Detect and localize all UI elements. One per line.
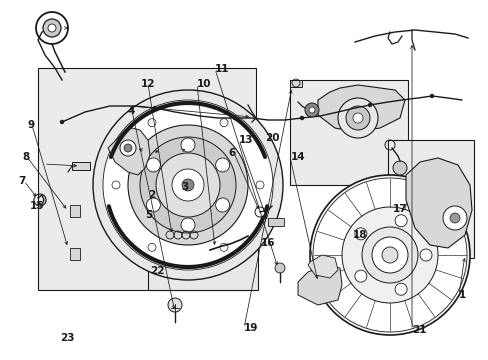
- Circle shape: [103, 100, 272, 270]
- Circle shape: [354, 270, 366, 282]
- Circle shape: [337, 98, 377, 138]
- Text: 11: 11: [215, 64, 229, 74]
- Circle shape: [181, 218, 195, 232]
- Circle shape: [140, 137, 236, 233]
- Circle shape: [43, 19, 61, 37]
- Circle shape: [394, 215, 407, 227]
- Text: 12: 12: [140, 79, 155, 89]
- Circle shape: [299, 116, 304, 120]
- Polygon shape: [70, 248, 80, 260]
- Circle shape: [305, 103, 318, 117]
- Text: 13: 13: [238, 135, 253, 145]
- Polygon shape: [307, 255, 337, 278]
- Circle shape: [354, 228, 366, 240]
- Circle shape: [308, 107, 314, 113]
- Bar: [289, 80, 407, 185]
- Circle shape: [361, 227, 417, 283]
- Text: 15: 15: [29, 201, 44, 211]
- Polygon shape: [70, 205, 80, 217]
- Circle shape: [156, 153, 220, 217]
- Text: 20: 20: [264, 132, 279, 143]
- Text: 10: 10: [196, 79, 211, 89]
- Circle shape: [48, 24, 56, 32]
- Circle shape: [254, 207, 264, 217]
- Text: 16: 16: [260, 238, 275, 248]
- Polygon shape: [108, 128, 150, 175]
- Circle shape: [394, 283, 407, 295]
- Text: 14: 14: [290, 152, 305, 162]
- Circle shape: [148, 119, 156, 127]
- Text: 8: 8: [22, 152, 29, 162]
- Circle shape: [182, 179, 194, 191]
- Text: 4: 4: [127, 106, 135, 116]
- Circle shape: [220, 119, 227, 127]
- Circle shape: [274, 263, 285, 273]
- Circle shape: [442, 206, 466, 230]
- Text: 23: 23: [60, 333, 74, 343]
- Circle shape: [120, 140, 136, 156]
- Circle shape: [181, 138, 195, 152]
- Circle shape: [112, 181, 120, 189]
- Circle shape: [381, 247, 397, 263]
- Circle shape: [128, 125, 247, 245]
- Circle shape: [215, 198, 229, 212]
- Circle shape: [60, 120, 64, 124]
- Circle shape: [256, 181, 264, 189]
- Circle shape: [148, 243, 156, 251]
- Circle shape: [352, 113, 362, 123]
- Bar: [38, 68, 256, 290]
- Text: 1: 1: [458, 290, 465, 300]
- Circle shape: [309, 175, 469, 335]
- Text: 7: 7: [18, 176, 25, 186]
- Text: 17: 17: [392, 204, 407, 215]
- Circle shape: [371, 237, 407, 273]
- Text: 6: 6: [228, 148, 236, 158]
- Circle shape: [146, 198, 160, 212]
- Circle shape: [367, 103, 371, 107]
- Polygon shape: [317, 85, 404, 132]
- Circle shape: [93, 90, 283, 280]
- Polygon shape: [297, 265, 341, 305]
- Bar: [387, 140, 473, 258]
- Bar: [289, 80, 302, 87]
- Text: 2: 2: [148, 190, 155, 200]
- Bar: [72, 162, 90, 170]
- Circle shape: [419, 249, 431, 261]
- Circle shape: [124, 144, 132, 152]
- Circle shape: [146, 158, 160, 172]
- Circle shape: [172, 169, 203, 201]
- Bar: [267, 218, 284, 226]
- Circle shape: [312, 178, 466, 332]
- Circle shape: [341, 207, 437, 303]
- Circle shape: [215, 158, 229, 172]
- Text: 3: 3: [181, 182, 188, 192]
- Circle shape: [220, 243, 227, 251]
- Circle shape: [232, 116, 237, 120]
- Circle shape: [449, 213, 459, 223]
- Circle shape: [429, 94, 433, 98]
- Polygon shape: [405, 158, 471, 248]
- Circle shape: [153, 106, 157, 110]
- Circle shape: [392, 161, 406, 175]
- Circle shape: [346, 106, 369, 130]
- Bar: [148, 208, 258, 290]
- Text: 21: 21: [411, 325, 426, 336]
- Text: 19: 19: [243, 323, 257, 333]
- Circle shape: [168, 298, 182, 312]
- Text: 18: 18: [352, 230, 366, 240]
- Text: 22: 22: [150, 266, 164, 276]
- Text: 9: 9: [27, 120, 34, 130]
- Text: 5: 5: [144, 210, 152, 220]
